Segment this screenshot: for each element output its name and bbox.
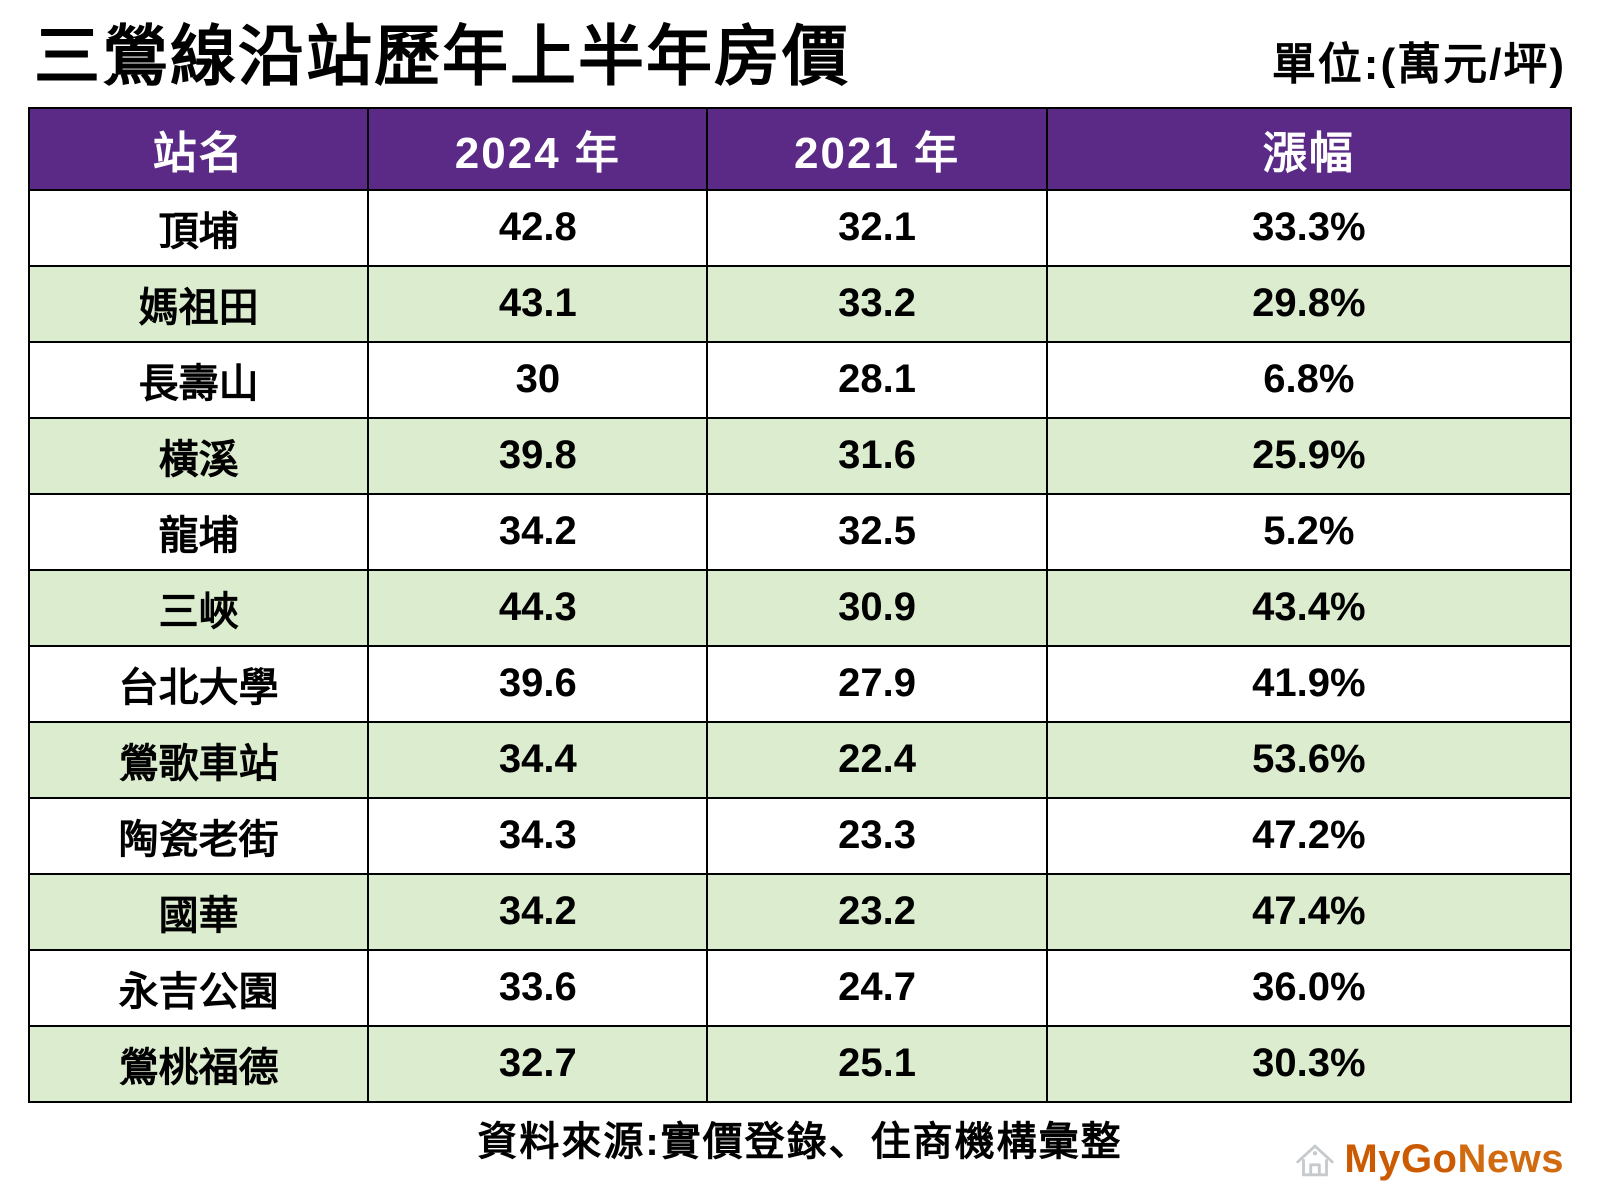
table-header-cell: 站名 xyxy=(29,108,368,190)
table-row: 鶯桃福德32.725.130.3% xyxy=(29,1026,1571,1102)
table-header-cell: 2021 年 xyxy=(707,108,1046,190)
table-cell: 鶯桃福德 xyxy=(29,1026,368,1102)
table-cell: 53.6% xyxy=(1047,722,1571,798)
table-cell: 台北大學 xyxy=(29,646,368,722)
table-cell: 長壽山 xyxy=(29,342,368,418)
table-header-row: 站名2024 年2021 年漲幅 xyxy=(29,108,1571,190)
page-title: 三鶯線沿站歷年上半年房價 xyxy=(34,20,850,93)
table-cell: 22.4 xyxy=(707,722,1046,798)
table-row: 陶瓷老街34.323.347.2% xyxy=(29,798,1571,874)
table-cell: 34.3 xyxy=(368,798,707,874)
table-cell: 30 xyxy=(368,342,707,418)
table-head: 站名2024 年2021 年漲幅 xyxy=(29,108,1571,190)
table-row: 台北大學39.627.941.9% xyxy=(29,646,1571,722)
table-body: 頂埔42.832.133.3%媽祖田43.133.229.8%長壽山3028.1… xyxy=(29,190,1571,1102)
table-cell: 33.3% xyxy=(1047,190,1571,266)
title-row: 三鶯線沿站歷年上半年房價 單位:(萬元/坪) xyxy=(28,20,1572,93)
watermark-brand-part1: MyGo xyxy=(1344,1137,1457,1181)
table-cell: 42.8 xyxy=(368,190,707,266)
table-cell: 34.4 xyxy=(368,722,707,798)
watermark-brand-part2: News xyxy=(1458,1137,1565,1181)
table-cell: 龍埔 xyxy=(29,494,368,570)
table-cell: 43.4% xyxy=(1047,570,1571,646)
table-cell: 36.0% xyxy=(1047,950,1571,1026)
table-cell: 47.4% xyxy=(1047,874,1571,950)
watermark-brand: MyGoNews xyxy=(1344,1139,1564,1179)
table-cell: 34.2 xyxy=(368,874,707,950)
unit-label: 單位:(萬元/坪) xyxy=(1272,41,1566,89)
table-header-cell: 2024 年 xyxy=(368,108,707,190)
table-cell: 23.3 xyxy=(707,798,1046,874)
table-cell: 43.1 xyxy=(368,266,707,342)
watermark-logo-icon xyxy=(1292,1136,1338,1182)
table-cell: 頂埔 xyxy=(29,190,368,266)
table-cell: 陶瓷老街 xyxy=(29,798,368,874)
table-cell: 32.1 xyxy=(707,190,1046,266)
table-cell: 34.2 xyxy=(368,494,707,570)
table-cell: 6.8% xyxy=(1047,342,1571,418)
table-cell: 30.3% xyxy=(1047,1026,1571,1102)
table-cell: 39.6 xyxy=(368,646,707,722)
table-cell: 30.9 xyxy=(707,570,1046,646)
table-row: 龍埔34.232.55.2% xyxy=(29,494,1571,570)
table-row: 三峽44.330.943.4% xyxy=(29,570,1571,646)
table-cell: 5.2% xyxy=(1047,494,1571,570)
table-cell: 33.6 xyxy=(368,950,707,1026)
table-row: 永吉公園33.624.736.0% xyxy=(29,950,1571,1026)
table-row: 國華34.223.247.4% xyxy=(29,874,1571,950)
table-cell: 32.7 xyxy=(368,1026,707,1102)
table-row: 鶯歌車站34.422.453.6% xyxy=(29,722,1571,798)
table-cell: 29.8% xyxy=(1047,266,1571,342)
table-cell: 28.1 xyxy=(707,342,1046,418)
table-cell: 媽祖田 xyxy=(29,266,368,342)
table-cell: 47.2% xyxy=(1047,798,1571,874)
table-cell: 44.3 xyxy=(368,570,707,646)
table-cell: 25.1 xyxy=(707,1026,1046,1102)
table-row: 媽祖田43.133.229.8% xyxy=(29,266,1571,342)
table-cell: 25.9% xyxy=(1047,418,1571,494)
table-cell: 41.9% xyxy=(1047,646,1571,722)
table-cell: 國華 xyxy=(29,874,368,950)
table-header-cell: 漲幅 xyxy=(1047,108,1571,190)
table-row: 頂埔42.832.133.3% xyxy=(29,190,1571,266)
table-cell: 24.7 xyxy=(707,950,1046,1026)
table-cell: 23.2 xyxy=(707,874,1046,950)
table-row: 長壽山3028.16.8% xyxy=(29,342,1571,418)
table-cell: 39.8 xyxy=(368,418,707,494)
table-cell: 橫溪 xyxy=(29,418,368,494)
table-cell: 32.5 xyxy=(707,494,1046,570)
table-cell: 27.9 xyxy=(707,646,1046,722)
watermark: MyGoNews xyxy=(1292,1136,1564,1182)
table-cell: 三峽 xyxy=(29,570,368,646)
table-cell: 永吉公園 xyxy=(29,950,368,1026)
table-cell: 31.6 xyxy=(707,418,1046,494)
price-table: 站名2024 年2021 年漲幅 頂埔42.832.133.3%媽祖田43.13… xyxy=(28,107,1572,1103)
table-cell: 33.2 xyxy=(707,266,1046,342)
table-row: 橫溪39.831.625.9% xyxy=(29,418,1571,494)
page-root: 三鶯線沿站歷年上半年房價 單位:(萬元/坪) 站名2024 年2021 年漲幅 … xyxy=(0,0,1600,1200)
table-cell: 鶯歌車站 xyxy=(29,722,368,798)
